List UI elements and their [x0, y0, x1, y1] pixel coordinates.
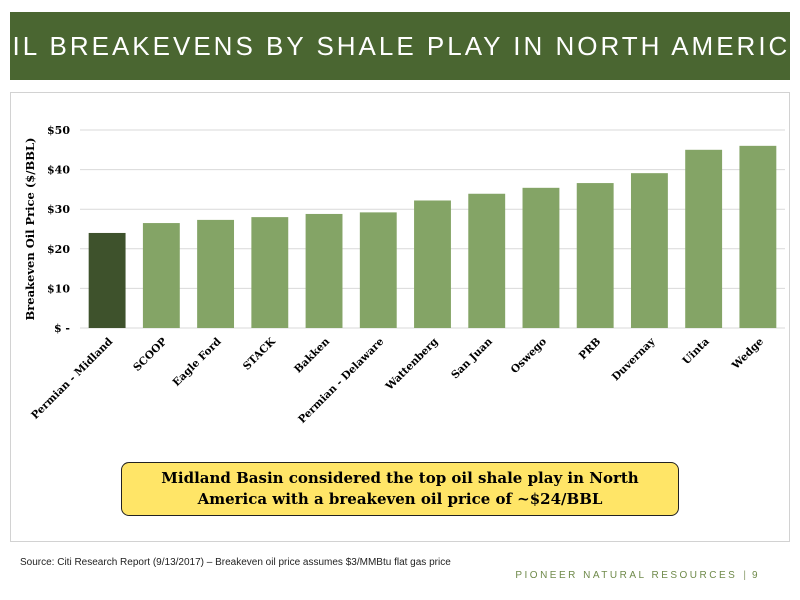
- y-tick-label: $50: [47, 124, 70, 137]
- bar: [197, 219, 235, 328]
- callout-text: Midland Basin considered the top oil sha…: [161, 468, 638, 510]
- y-tick-label: $20: [47, 243, 70, 256]
- bar: [359, 212, 397, 328]
- y-tick-label: $30: [47, 203, 70, 216]
- bar: [251, 217, 289, 328]
- bars: [88, 145, 777, 328]
- bar: [522, 187, 560, 328]
- bar: [576, 183, 614, 328]
- footer: PIONEER NATURAL RESOURCES | 9: [515, 570, 760, 581]
- callout-line-1: Midland Basin considered the top oil sha…: [161, 469, 639, 487]
- bar: [414, 200, 451, 328]
- y-tick-label: $40: [47, 164, 70, 177]
- page-title: OIL BREAKEVENS BY SHALE PLAY IN NORTH AM…: [0, 30, 800, 61]
- bar: [142, 223, 180, 328]
- title-banner: OIL BREAKEVENS BY SHALE PLAY IN NORTH AM…: [0, 12, 800, 80]
- callout-line-2: America with a breakeven oil price of ~$…: [197, 490, 603, 508]
- company-name: PIONEER NATURAL RESOURCES: [515, 570, 738, 581]
- y-tick-labels: $ - $10 $20 $30 $40 $50: [47, 124, 70, 335]
- bar: [305, 213, 343, 328]
- y-tick-label: $10: [47, 282, 70, 295]
- bar: [630, 173, 668, 328]
- footer-separator: |: [743, 570, 746, 581]
- source-note: Source: Citi Research Report (9/13/2017)…: [20, 557, 451, 568]
- y-tick-label: $ -: [54, 322, 70, 335]
- bar: [739, 145, 777, 328]
- bar: [88, 232, 126, 328]
- callout-box: Midland Basin considered the top oil sha…: [121, 462, 679, 516]
- bar: [685, 149, 723, 328]
- y-axis-label: Breakeven Oil Price ($/BBL): [23, 138, 37, 321]
- page-number: 9: [751, 570, 760, 581]
- bar: [468, 193, 506, 328]
